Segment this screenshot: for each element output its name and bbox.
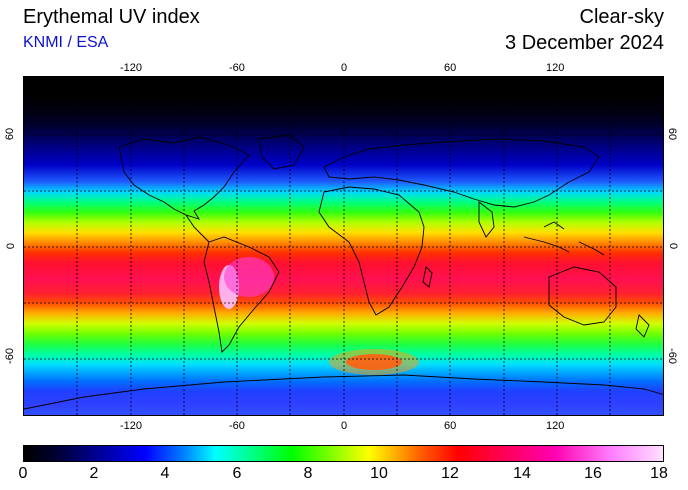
colorbar-label: 8 bbox=[303, 465, 313, 482]
sky-mode-label: Clear-sky bbox=[579, 6, 664, 28]
date-label: 3 December 2024 bbox=[505, 32, 664, 54]
top-lon-tick: -120 bbox=[120, 62, 143, 74]
colorbar-label: 14 bbox=[513, 465, 531, 482]
colorbar-label: 0 bbox=[18, 465, 28, 482]
south-america-uv-patch bbox=[224, 257, 274, 297]
left-lat-tick: -60 bbox=[3, 348, 16, 364]
bottom-lon-tick: 120 bbox=[546, 420, 565, 432]
source-label: KNMI / ESA bbox=[23, 34, 109, 51]
top-lon-tick: 120 bbox=[546, 62, 565, 74]
uv-index-map bbox=[23, 76, 664, 416]
chart-title: Erythemal UV index bbox=[23, 6, 200, 28]
top-lon-tick: -60 bbox=[229, 62, 245, 74]
colorbar-label: 4 bbox=[160, 465, 170, 482]
top-lon-tick: 60 bbox=[444, 62, 457, 74]
bottom-lon-tick: -60 bbox=[229, 420, 245, 432]
bottom-lon-tick: 0 bbox=[341, 420, 348, 432]
top-lon-tick: 0 bbox=[341, 62, 348, 74]
colorbar-label: 6 bbox=[232, 465, 242, 482]
colorbar-label: 10 bbox=[370, 465, 388, 482]
colorbar bbox=[23, 445, 664, 462]
colorbar-label: 16 bbox=[584, 465, 602, 482]
colorbar-label: 12 bbox=[441, 465, 459, 482]
bottom-lon-tick: -120 bbox=[120, 420, 143, 432]
colorbar-label: 18 bbox=[650, 465, 668, 482]
map-overlay bbox=[24, 77, 663, 415]
graticule bbox=[24, 77, 663, 415]
antarctic-uv-halo bbox=[329, 349, 419, 375]
right-lat-tick: -60 bbox=[665, 348, 678, 364]
right-lat-tick: 0 bbox=[667, 242, 680, 250]
colorbar-label: 2 bbox=[89, 465, 99, 482]
right-lat-tick: 60 bbox=[666, 127, 679, 141]
bottom-lon-tick: 60 bbox=[444, 420, 457, 432]
left-lat-tick: 0 bbox=[5, 242, 18, 250]
coastlines bbox=[24, 134, 663, 410]
left-lat-tick: 60 bbox=[4, 127, 17, 141]
